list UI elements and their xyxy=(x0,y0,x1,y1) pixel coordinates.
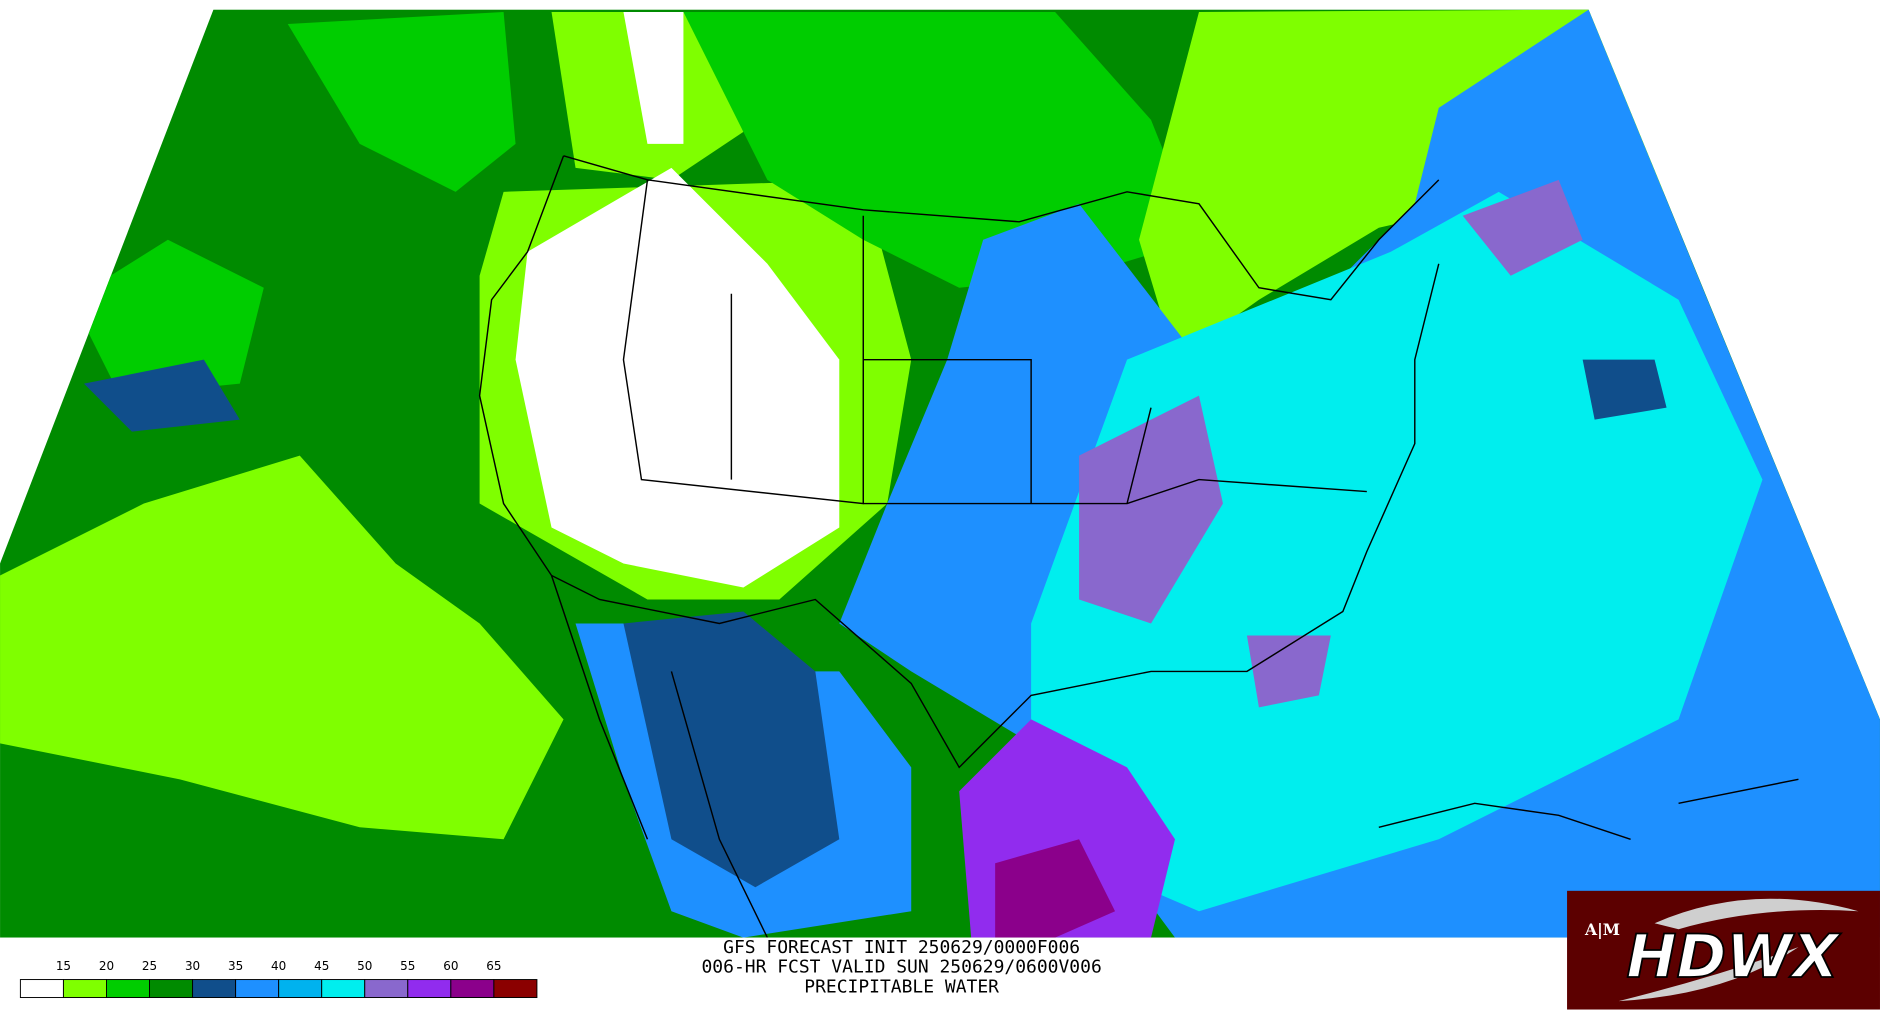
map-region xyxy=(1582,359,1667,420)
legend-label: 60 xyxy=(443,959,458,973)
logo-badge: A|M xyxy=(1584,920,1620,939)
border xyxy=(622,179,1367,505)
map-region xyxy=(1031,191,1763,912)
legend-swatch xyxy=(407,979,452,999)
map-region xyxy=(83,359,240,432)
legend-label: 25 xyxy=(142,959,157,973)
legend-label: 15 xyxy=(56,959,71,973)
map-region xyxy=(995,839,1116,938)
map-region xyxy=(0,455,564,840)
legend-label: 40 xyxy=(271,959,286,973)
header-line: GFS FORECAST INIT 250629/0000F006 xyxy=(723,937,1080,958)
map-region xyxy=(623,11,684,144)
legend-label: 20 xyxy=(99,959,114,973)
map-region xyxy=(71,239,264,396)
legend-label: 35 xyxy=(228,959,243,973)
logo-text: HDWX xyxy=(1626,922,1841,992)
header-line: PRECIPITABLE WATER xyxy=(804,977,999,998)
legend-swatch xyxy=(278,979,323,999)
header-line: 006-HR FCST VALID SUN 250629/0600V006 xyxy=(701,956,1101,977)
legend-swatch xyxy=(493,979,538,999)
map xyxy=(0,9,1880,938)
map-region xyxy=(1079,395,1223,624)
logo: A|M HDWX xyxy=(1567,890,1880,1010)
legend-swatch xyxy=(235,979,280,999)
legend-label: 50 xyxy=(357,959,372,973)
legend-swatch xyxy=(364,979,409,999)
legend-swatch xyxy=(192,979,237,999)
border xyxy=(478,155,1440,769)
map-region xyxy=(287,11,516,192)
legend-swatch xyxy=(321,979,366,999)
legend-label: 55 xyxy=(400,959,415,973)
map-region xyxy=(1246,635,1331,708)
legend-swatch xyxy=(450,979,495,999)
legend-swatch xyxy=(19,979,64,999)
legend-swatch xyxy=(62,979,107,999)
legend-label: 45 xyxy=(314,959,329,973)
border xyxy=(563,155,1440,301)
map-region xyxy=(515,167,840,588)
logo-swirl xyxy=(1654,898,1859,930)
legend-label: 30 xyxy=(185,959,200,973)
legend: 15 20 25 30 35 40 45 50 55 60 65 xyxy=(19,959,538,999)
legend-swatch xyxy=(106,979,151,999)
legend-label: 65 xyxy=(486,959,501,973)
legend-swatch xyxy=(149,979,194,999)
borders xyxy=(478,155,1799,938)
border xyxy=(550,575,768,938)
map-region xyxy=(623,611,840,888)
map-region xyxy=(1462,179,1583,276)
border xyxy=(1378,778,1799,840)
